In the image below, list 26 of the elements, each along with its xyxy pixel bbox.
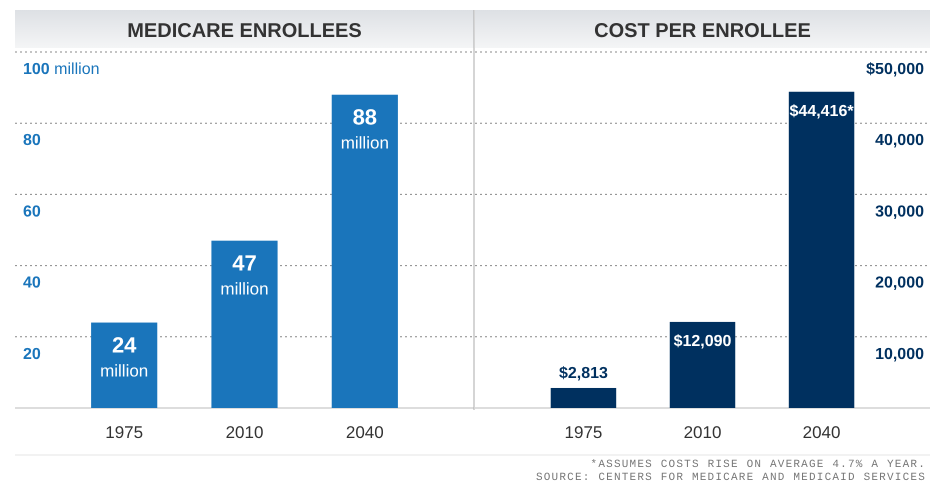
y-tick-label: 40	[23, 274, 41, 292]
chart-title: MEDICARE ENROLLEES	[127, 20, 362, 42]
x-tick-label: 2010	[684, 423, 722, 442]
y2-tick-label: 30,000	[875, 203, 924, 220]
data-label: 47 million	[220, 250, 269, 299]
data-label: $44,416*	[790, 102, 854, 120]
y-tick-label: 80	[23, 132, 41, 150]
x-tick-label: 2040	[346, 423, 384, 442]
y-tick-label: 20	[23, 346, 41, 363]
data-label: 88 million	[340, 104, 389, 153]
x-tick-label: 1975	[564, 423, 602, 442]
x-tick-label: 1975	[105, 423, 144, 442]
y2-tick-label: 20,000	[875, 274, 924, 292]
y2-tick-label: 40,000	[875, 132, 924, 150]
text: *ASSUMES COSTS RISE ON AVERAGE 4.7% A YEAR.	[590, 459, 926, 471]
data-label: $2,813	[558, 364, 608, 382]
y-tick-label: 60	[23, 203, 41, 220]
data-label: 24 million	[100, 332, 148, 381]
y-tick-label: 100 million	[23, 61, 100, 78]
x-tick-label: 2010	[226, 423, 264, 442]
x-tick-label: 2040	[802, 423, 840, 442]
chart-title: COST PER ENROLLEE	[594, 20, 811, 42]
data-label: $12,090	[674, 332, 732, 350]
source-note: SOURCE: CENTERS FOR MEDICARE AND MEDICAID SERVICES	[536, 472, 926, 484]
y2-tick-label: 10,000	[875, 346, 924, 363]
y2-tick-label: $50,000	[866, 61, 924, 78]
